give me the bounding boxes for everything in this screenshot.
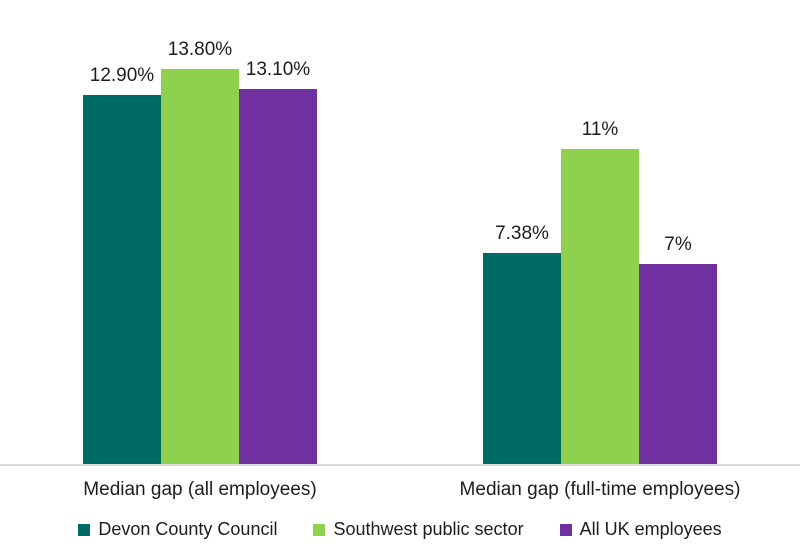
bar-southwest-public-sector bbox=[561, 149, 639, 464]
legend-swatch bbox=[559, 523, 572, 536]
legend-label: All UK employees bbox=[579, 519, 722, 539]
legend: Devon County Council Southwest public sec… bbox=[0, 519, 800, 540]
category-label: Median gap (all employees) bbox=[83, 479, 317, 500]
legend-swatch bbox=[313, 523, 326, 536]
legend-item: All UK employees bbox=[559, 519, 722, 540]
bar-cell: 7% bbox=[639, 0, 717, 464]
legend-swatch bbox=[78, 523, 91, 536]
legend-label: Devon County Council bbox=[98, 519, 278, 539]
legend-label: Southwest public sector bbox=[333, 519, 524, 539]
bar-cell: 13.80% bbox=[161, 0, 239, 464]
bar-devon-county-council bbox=[83, 95, 161, 464]
x-axis-line bbox=[0, 464, 800, 466]
bar-value-label: 12.90% bbox=[89, 65, 155, 87]
bar-cell: 13.10% bbox=[239, 0, 317, 464]
bar-all-uk-employees bbox=[239, 89, 317, 464]
category-axis: Median gap (all employees) Median gap (fu… bbox=[0, 466, 800, 501]
category-group: 12.90% 13.80% 13.10% bbox=[0, 0, 400, 464]
legend-item: Devon County Council bbox=[78, 519, 277, 540]
bar-value-label: 7% bbox=[664, 234, 692, 256]
bar-southwest-public-sector bbox=[161, 69, 239, 464]
bar-all-uk-employees bbox=[639, 264, 717, 464]
bar-value-label: 13.80% bbox=[167, 39, 233, 61]
bar-value-label: 13.10% bbox=[245, 59, 311, 81]
category-label: Median gap (full-time employees) bbox=[459, 479, 741, 500]
bar-cell: 12.90% bbox=[83, 0, 161, 464]
category-group: 7.38% 11% 7% bbox=[400, 0, 800, 464]
bar-value-label: 7.38% bbox=[495, 223, 549, 245]
bar-cell: 7.38% bbox=[483, 0, 561, 464]
legend-item: Southwest public sector bbox=[313, 519, 524, 540]
bar-cell: 11% bbox=[561, 0, 639, 464]
bar-value-label: 11% bbox=[581, 119, 619, 141]
bar-devon-county-council bbox=[483, 253, 561, 464]
plot-area: 12.90% 13.80% 13.10% 7.38% 11% 7% bbox=[0, 0, 800, 464]
